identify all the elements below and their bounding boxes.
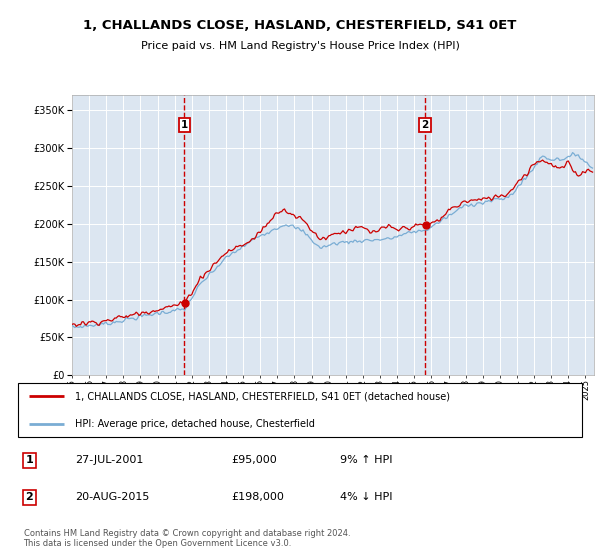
Text: 9% ↑ HPI: 9% ↑ HPI [340,455,393,465]
Text: 2: 2 [25,492,33,502]
Text: 1: 1 [25,455,33,465]
Text: 1, CHALLANDS CLOSE, HASLAND, CHESTERFIELD, S41 0ET: 1, CHALLANDS CLOSE, HASLAND, CHESTERFIEL… [83,18,517,32]
FancyBboxPatch shape [18,383,582,437]
Text: 1: 1 [181,120,188,129]
Text: Price paid vs. HM Land Registry's House Price Index (HPI): Price paid vs. HM Land Registry's House … [140,41,460,51]
Text: 2: 2 [421,120,429,129]
Text: 20-AUG-2015: 20-AUG-2015 [76,492,150,502]
Text: 4% ↓ HPI: 4% ↓ HPI [340,492,393,502]
Text: £198,000: £198,000 [231,492,284,502]
Text: Contains HM Land Registry data © Crown copyright and database right 2024.
This d: Contains HM Land Registry data © Crown c… [23,529,350,548]
Text: £95,000: £95,000 [231,455,277,465]
Text: 1, CHALLANDS CLOSE, HASLAND, CHESTERFIELD, S41 0ET (detached house): 1, CHALLANDS CLOSE, HASLAND, CHESTERFIEL… [76,391,451,401]
Text: 27-JUL-2001: 27-JUL-2001 [76,455,144,465]
Text: HPI: Average price, detached house, Chesterfield: HPI: Average price, detached house, Ches… [76,419,315,430]
